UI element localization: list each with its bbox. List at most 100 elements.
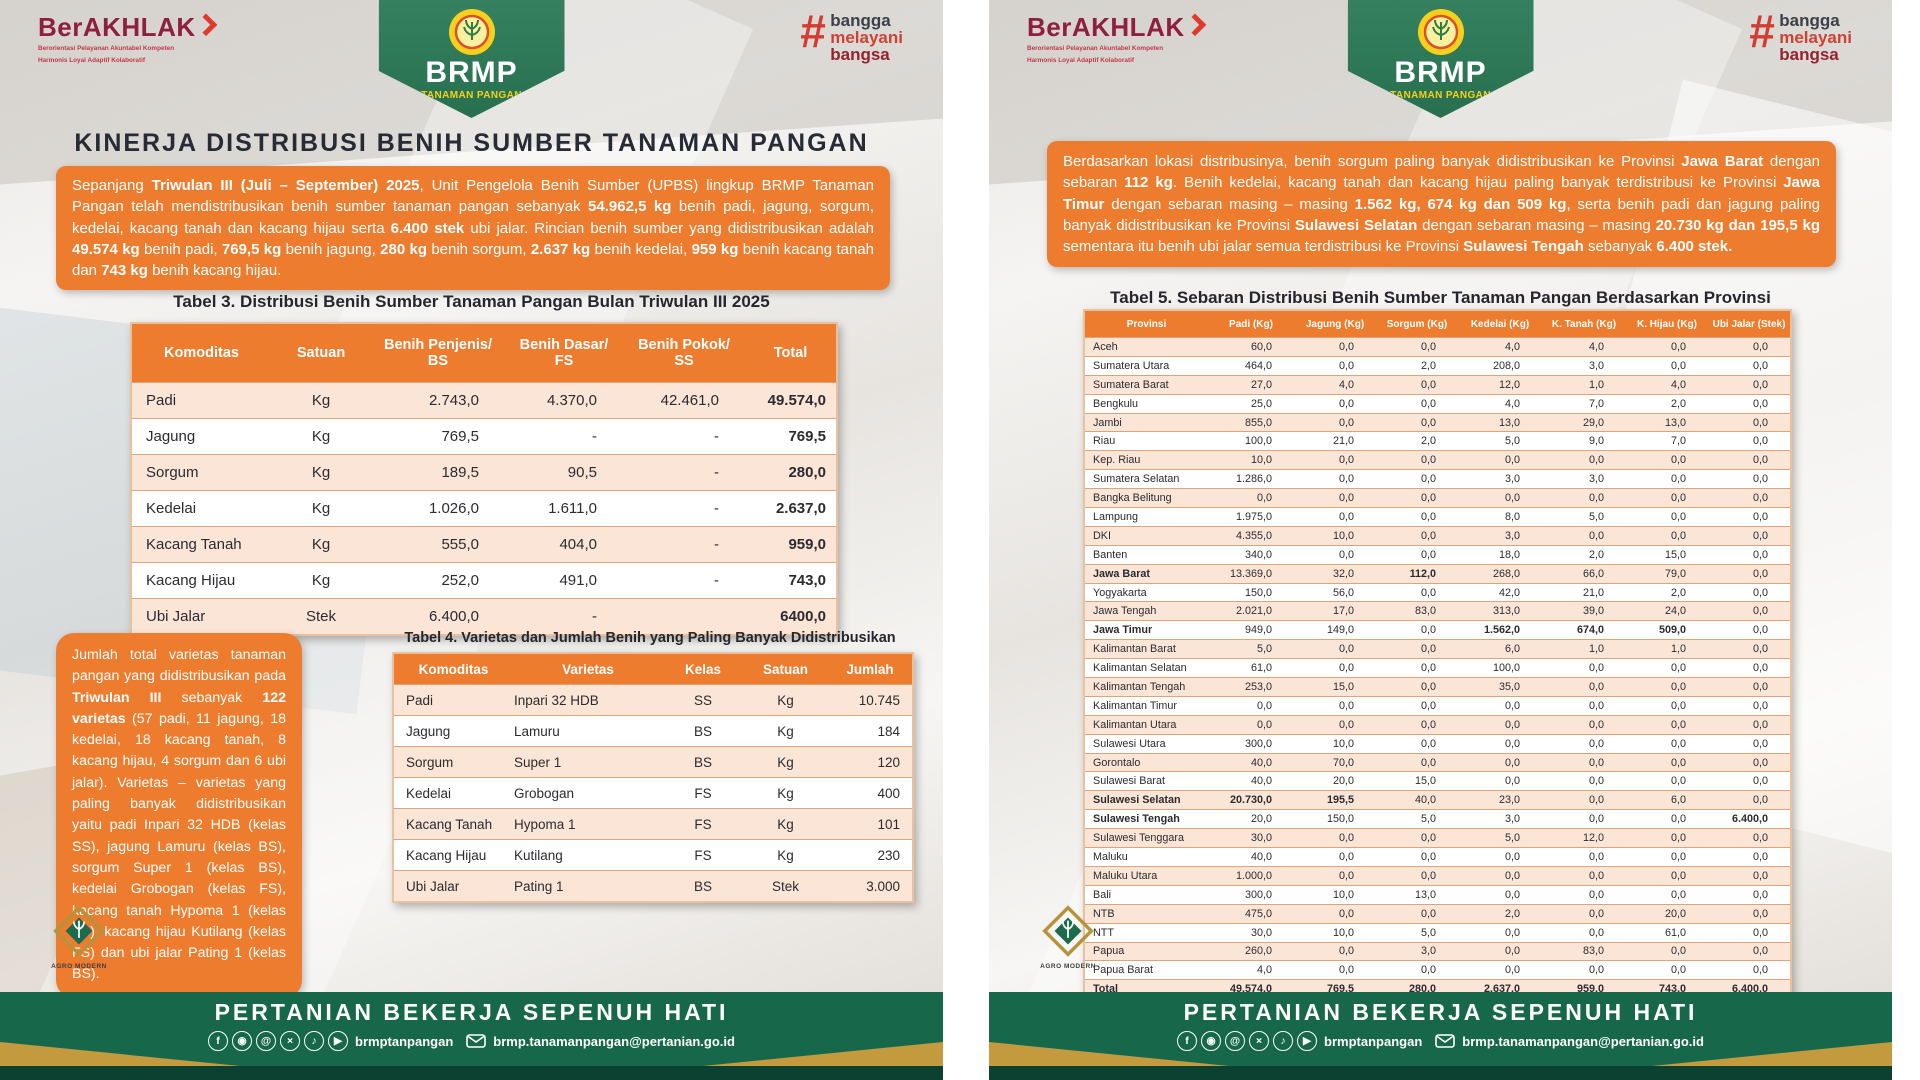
table-row: Sorgum Super 1 BS Kg 120: [393, 746, 913, 778]
table-cell: 0,0: [1708, 620, 1791, 640]
brmp-shield-logo: BRMP TANAMAN PANGAN: [1347, 0, 1534, 118]
footer-band: PERTANIAN BEKERJA SEPENUH HATI f ◉ @ × ♪ ▶ br…: [0, 992, 943, 1066]
table-cell: 0,0: [1376, 525, 1458, 546]
berakhlak-logo: BerAKHLAK Berorientasi Pelayanan Akuntab…: [1027, 13, 1257, 66]
table-cell: FS: [663, 777, 743, 809]
table-cell: 2,0: [1626, 582, 1708, 602]
table-cell: 260,0: [1208, 941, 1294, 961]
table-cell: 100,0: [1458, 658, 1542, 678]
bangga-word: bangga: [1779, 11, 1840, 30]
table-cell: 0,0: [1458, 884, 1542, 905]
table-cell: Kalimantan Utara: [1084, 714, 1208, 735]
text-segment: dengan sebaran masing – masing: [1104, 195, 1355, 213]
header-row: Komoditas Varietas Kelas Satuan Jumlah: [393, 653, 913, 685]
melayani-word: melayani: [1779, 28, 1852, 47]
table-cell: 35,0: [1458, 677, 1542, 697]
table-cell: 0,0: [1542, 960, 1626, 980]
table-cell: Gorontalo: [1084, 752, 1208, 772]
table-cell: 0,0: [1458, 922, 1542, 942]
table-cell: 0,0: [1376, 865, 1458, 886]
table-cell: 0,0: [1376, 639, 1458, 659]
table-cell: -: [623, 418, 745, 455]
table-cell: 0,0: [1708, 544, 1791, 565]
table-cell: 42.461,0: [623, 382, 745, 419]
text-segment: . Benih kedelai, kacang tanah dan kacang…: [1172, 174, 1784, 192]
table-row: Ubi Jalar Pating 1 BS Stek 3.000: [393, 870, 913, 902]
table-cell: Kalimantan Selatan: [1084, 658, 1208, 678]
table-cell: 20,0: [1626, 903, 1708, 924]
table-cell: Jawa Timur: [1084, 620, 1208, 640]
table-cell: 0,0: [1626, 752, 1708, 772]
text-segment: Jawa Timur: [1063, 174, 1820, 213]
table-cell: 15,0: [1376, 771, 1458, 791]
table-cell: Grobogan: [513, 777, 663, 809]
column-header: Total: [745, 323, 837, 383]
table-cell: 0,0: [1708, 412, 1791, 432]
table-cell: 2,0: [1376, 431, 1458, 451]
table-cell: 70,0: [1294, 752, 1376, 772]
table-cell: 0,0: [1376, 450, 1458, 470]
footer-email: brmp.tanamanpangan@pertanian.go.id: [1462, 1033, 1704, 1049]
table-cell: 4,0: [1458, 337, 1542, 357]
table-cell: 0,0: [1458, 847, 1542, 867]
x-icon: ×: [280, 1031, 301, 1051]
table-cell: 475,0: [1208, 903, 1294, 924]
x-icon: ×: [1249, 1031, 1270, 1051]
table-cell: Yogyakarta: [1084, 582, 1208, 602]
table-cell: DKI: [1084, 525, 1208, 546]
text-segment: 6.400 stek.: [1656, 238, 1733, 256]
table-cell: 0,0: [1458, 695, 1542, 716]
table-cell: Bangka Belitung: [1084, 488, 1208, 508]
table-row: Sulawesi Tengah 20,0 150,0 5,0 3,0 0,0 0,0 6.40…: [1084, 809, 1791, 829]
table-cell: 30,0: [1208, 922, 1294, 942]
text-segment: benih padi,: [139, 240, 222, 258]
table-cell: 3,0: [1458, 809, 1542, 829]
table-cell: Kg: [743, 808, 828, 840]
table-row: Kacang Tanah Kg 555,0 404,0-959,0: [131, 526, 837, 563]
table-cell: Maluku: [1084, 847, 1208, 867]
column-header: Padi (Kg): [1208, 310, 1294, 338]
table-cell: 0,0: [1708, 752, 1791, 772]
table-cell: 0,0: [1626, 525, 1708, 546]
table-cell: 0,0: [1542, 903, 1626, 924]
text-segment: 20.730 kg dan 195,5 kg: [1655, 216, 1820, 234]
table-cell: Kalimantan Barat: [1084, 639, 1208, 659]
table-cell: 150,0: [1208, 582, 1294, 602]
table-cell: 2,0: [1458, 903, 1542, 924]
chevron-right-icon: [1183, 13, 1206, 37]
threads-icon: @: [256, 1031, 277, 1051]
table-cell: NTT: [1084, 922, 1208, 942]
table-cell: Lampung: [1084, 507, 1208, 527]
table-row: Sumatera Selatan 1.286,0 0,0 0,0 3,0 3,0 0,0 0,…: [1084, 469, 1791, 489]
table-cell: 3,0: [1542, 469, 1626, 489]
table-cell: 0,0: [1294, 828, 1376, 848]
table-row: Kacang Hijau Kg 252,0 491,0-743,0: [131, 562, 837, 599]
table-row: Sulawesi Tenggara 30,0 0,0 0,0 5,0 12,0 0,0 0,0: [1084, 828, 1791, 848]
table-cell: 2,0: [1376, 355, 1458, 376]
text-segment: 1.562 kg, 674 kg dan 509 kg: [1354, 195, 1567, 213]
table-cell: 10,0: [1294, 733, 1376, 754]
text-segment: 2.637 kg: [530, 240, 591, 258]
text-segment: benih kedelai,: [590, 240, 692, 258]
table-cell: 3.000: [828, 870, 913, 902]
table-cell: 61,0: [1208, 658, 1294, 678]
text-segment: Triwulan III: [72, 689, 162, 706]
table-cell: 0,0: [1626, 488, 1708, 508]
column-header: Ubi Jalar (Stek): [1708, 310, 1791, 338]
text-segment: sementara itu benih ubi jalar semua terd…: [1063, 238, 1464, 256]
table-cell: 13.369,0: [1208, 563, 1294, 584]
column-header: Kedelai (Kg): [1458, 310, 1542, 338]
column-header: Varietas: [513, 653, 663, 685]
table-cell: Sumatera Utara: [1084, 355, 1208, 376]
table-cell: 0,0: [1626, 828, 1708, 848]
table-cell: 464,0: [1208, 355, 1294, 376]
table-cell: Kalimantan Timur: [1084, 695, 1208, 716]
table-cell: 2,0: [1542, 544, 1626, 565]
table-cell: Super 1: [513, 746, 663, 778]
text-segment: Jawa Barat: [1681, 153, 1764, 170]
table-cell: 0,0: [1626, 960, 1708, 980]
table-cell: 0,0: [1708, 488, 1791, 508]
tiktok-icon: ♪: [304, 1031, 325, 1051]
text-segment: dengan sebaran masing – masing: [1417, 216, 1656, 234]
text-segment: (57 padi, 11 jagung, 18 kedelai, 18 kaca…: [72, 710, 286, 983]
